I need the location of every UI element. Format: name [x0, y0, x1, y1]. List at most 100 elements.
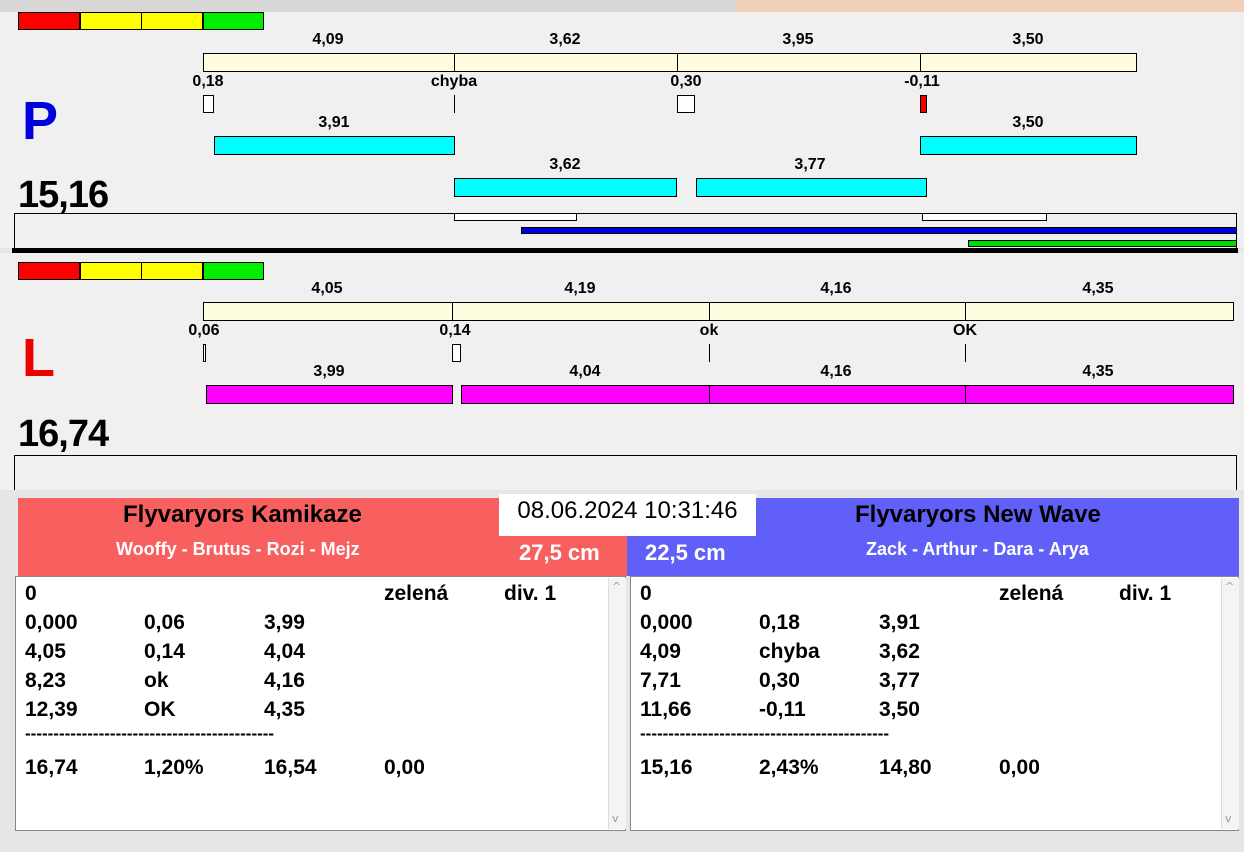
- top-strip-accent: [735, 0, 1244, 12]
- run-bar: [709, 385, 966, 404]
- scroll-down-icon[interactable]: v: [612, 812, 619, 825]
- results-cell: 3,50: [879, 698, 920, 721]
- results-header-cell: 0: [640, 582, 652, 605]
- split-divider: [452, 302, 453, 321]
- split-divider: [709, 302, 710, 321]
- exchange-marker: [203, 95, 214, 113]
- results-total: 0,00: [999, 756, 1040, 779]
- split-label: 4,05: [311, 280, 343, 297]
- split-label: 3,50: [1012, 31, 1044, 48]
- results-total: 16,74: [25, 756, 78, 779]
- run-bar: [965, 385, 1234, 404]
- run-bar: [696, 178, 927, 197]
- right-team-name: Flyvaryors New Wave: [855, 501, 1101, 528]
- lane-p: P 15,16 4,09 3,62 3,95 3,50 0,18 chyba 0…: [0, 12, 1244, 248]
- run-label: 3,62: [549, 156, 581, 173]
- run-bar: [206, 385, 453, 404]
- results-cell: 3,91: [879, 611, 920, 634]
- lane-l: L 16,74 4,05 4,19 4,16 4,35 0,06 0,14 ok…: [0, 253, 1244, 490]
- indicator-bar: [18, 12, 264, 30]
- scrollbar[interactable]: ^ v: [1221, 578, 1239, 829]
- results-cell: 0,30: [759, 669, 800, 692]
- results-cell: 8,23: [25, 669, 66, 692]
- indicator-segment-yellow: [80, 12, 142, 30]
- results-cell: 0,000: [25, 611, 78, 634]
- results-header-cell: 0: [25, 582, 37, 605]
- progress-bar-green: [968, 240, 1237, 247]
- results-cell: 4,35: [264, 698, 305, 721]
- right-results-panel[interactable]: 0 zelená div. 1 0,000 0,18 3,91 4,09 chy…: [630, 576, 1239, 831]
- results-cell: 3,99: [264, 611, 305, 634]
- results-header-cell: div. 1: [504, 582, 557, 605]
- results-cell: 0,000: [640, 611, 693, 634]
- datetime-display: 08.06.2024 10:31:46: [499, 494, 756, 536]
- exchange-marker: [454, 95, 455, 113]
- exchange-label: chyba: [430, 73, 478, 90]
- exchange-marker: [452, 344, 461, 362]
- indicator-segment-yellow: [80, 262, 142, 280]
- results-total: 2,43%: [759, 756, 819, 779]
- results-cell: chyba: [759, 640, 820, 663]
- run-bar: [920, 136, 1137, 155]
- split-label: 4,16: [820, 280, 852, 297]
- indicator-segment-yellow: [141, 262, 203, 280]
- results-cell: 4,05: [25, 640, 66, 663]
- scroll-up-icon[interactable]: ^: [1225, 580, 1235, 593]
- run-label: 4,35: [1082, 363, 1114, 380]
- results-cell: 7,71: [640, 669, 681, 692]
- left-team-distance: 27,5 cm: [519, 540, 600, 565]
- indicator-segment-red: [18, 262, 80, 280]
- lane-time: 16,74: [18, 413, 109, 455]
- results-cell: 3,62: [879, 640, 920, 663]
- results-cell: 3,77: [879, 669, 920, 692]
- results-total: 16,54: [264, 756, 317, 779]
- scroll-up-icon[interactable]: ^: [612, 580, 622, 593]
- run-label: 3,99: [313, 363, 345, 380]
- run-label: 3,91: [318, 114, 350, 131]
- split-label: 4,35: [1082, 280, 1114, 297]
- exchange-marker: [965, 344, 966, 362]
- results-cell: 0,14: [144, 640, 185, 663]
- results-cell: 0,18: [759, 611, 800, 634]
- exchange-label: 0,30: [670, 73, 702, 90]
- split-label: 4,09: [312, 31, 344, 48]
- results-total: 15,16: [640, 756, 693, 779]
- left-team-members: Wooffy - Brutus - Rozi - Mejz: [116, 539, 360, 559]
- exchange-label: 0,18: [192, 73, 224, 90]
- results-cell: 4,16: [264, 669, 305, 692]
- run-label: 4,04: [569, 363, 601, 380]
- indicator-segment-red: [18, 12, 80, 30]
- run-bar: [214, 136, 455, 155]
- results-cell: 0,06: [144, 611, 185, 634]
- results-total: 0,00: [384, 756, 425, 779]
- results-header-cell: zelená: [384, 582, 449, 605]
- split-label: 3,62: [549, 31, 581, 48]
- run-bar: [454, 178, 677, 197]
- run-label: 4,16: [820, 363, 852, 380]
- exchange-label: ok: [699, 322, 719, 339]
- results-cell: 4,04: [264, 640, 305, 663]
- split-divider: [920, 53, 921, 72]
- exchange-marker-error: [920, 95, 927, 113]
- results-separator: ----------------------------------------…: [25, 724, 275, 743]
- split-bar: [203, 53, 1137, 72]
- run-bar: [461, 385, 710, 404]
- results-cell: 4,09: [640, 640, 681, 663]
- top-strip: [0, 0, 1244, 12]
- split-label: 3,95: [782, 31, 814, 48]
- exchange-marker: [677, 95, 695, 113]
- scroll-down-icon[interactable]: v: [1225, 812, 1232, 825]
- results-cell: 11,66: [640, 698, 692, 721]
- split-label: 4,19: [564, 280, 596, 297]
- split-bar: [203, 302, 1234, 321]
- lane-letter: L: [22, 328, 55, 388]
- results-header-cell: zelená: [999, 582, 1064, 605]
- indicator-segment-green: [203, 12, 264, 30]
- left-results-panel[interactable]: 0 zelená div. 1 0,000 0,06 3,99 4,05 0,1…: [15, 576, 626, 831]
- results-separator: ----------------------------------------…: [640, 724, 890, 743]
- results-total: 1,20%: [144, 756, 204, 779]
- lane-time: 15,16: [18, 174, 109, 216]
- results-cell: OK: [144, 698, 176, 721]
- right-team-members: Zack - Arthur - Dara - Arya: [866, 539, 1089, 559]
- scrollbar[interactable]: ^ v: [608, 578, 626, 829]
